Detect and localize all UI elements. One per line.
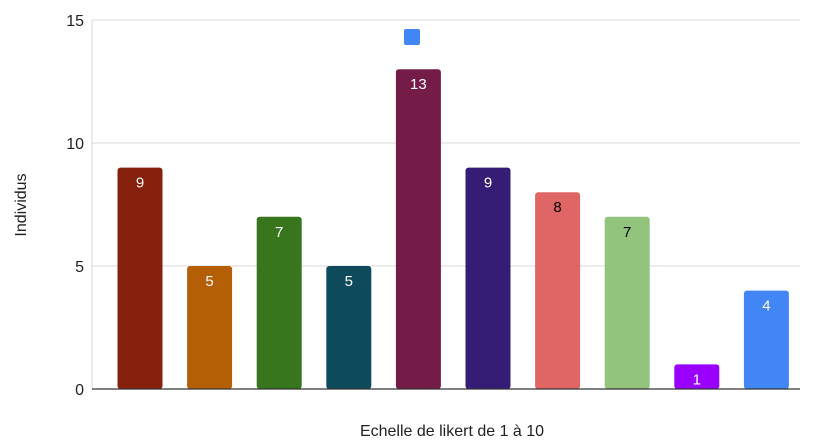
bar-label-10: 4 bbox=[762, 298, 770, 315]
y-tick-10: 10 bbox=[66, 136, 84, 153]
bar-4 bbox=[326, 266, 372, 389]
bar-label-6: 9 bbox=[484, 175, 492, 192]
bar-2 bbox=[187, 266, 233, 389]
bar-label-2: 5 bbox=[205, 273, 213, 290]
y-tick-0: 0 bbox=[75, 382, 84, 399]
y-tick-labels: 0 5 10 15 bbox=[66, 13, 84, 399]
bar-3 bbox=[256, 216, 302, 389]
bar-label-8: 7 bbox=[623, 224, 631, 241]
y-tick-5: 5 bbox=[75, 259, 84, 276]
bar-9 bbox=[674, 364, 720, 389]
bar-6 bbox=[465, 167, 511, 389]
bar-5 bbox=[395, 69, 441, 389]
bar-7 bbox=[535, 192, 581, 389]
bar-1 bbox=[117, 167, 163, 389]
y-axis-title: Individus bbox=[13, 173, 30, 236]
y-tick-15: 15 bbox=[66, 13, 84, 30]
bar-value-labels: 9 5 7 5 13 9 8 7 1 4 bbox=[136, 76, 771, 388]
bar-label-7: 8 bbox=[553, 199, 561, 216]
bar-label-5: 13 bbox=[410, 76, 427, 93]
bar-label-3: 7 bbox=[275, 224, 283, 241]
bar-label-9: 1 bbox=[693, 371, 701, 388]
x-axis-title: Echelle de likert de 1 à 10 bbox=[360, 423, 544, 440]
bar-label-1: 9 bbox=[136, 175, 144, 192]
bar-10 bbox=[743, 290, 789, 389]
bar-label-4: 5 bbox=[345, 273, 353, 290]
legend-swatch bbox=[404, 29, 420, 45]
bars bbox=[117, 69, 789, 389]
bar-8 bbox=[604, 216, 650, 389]
